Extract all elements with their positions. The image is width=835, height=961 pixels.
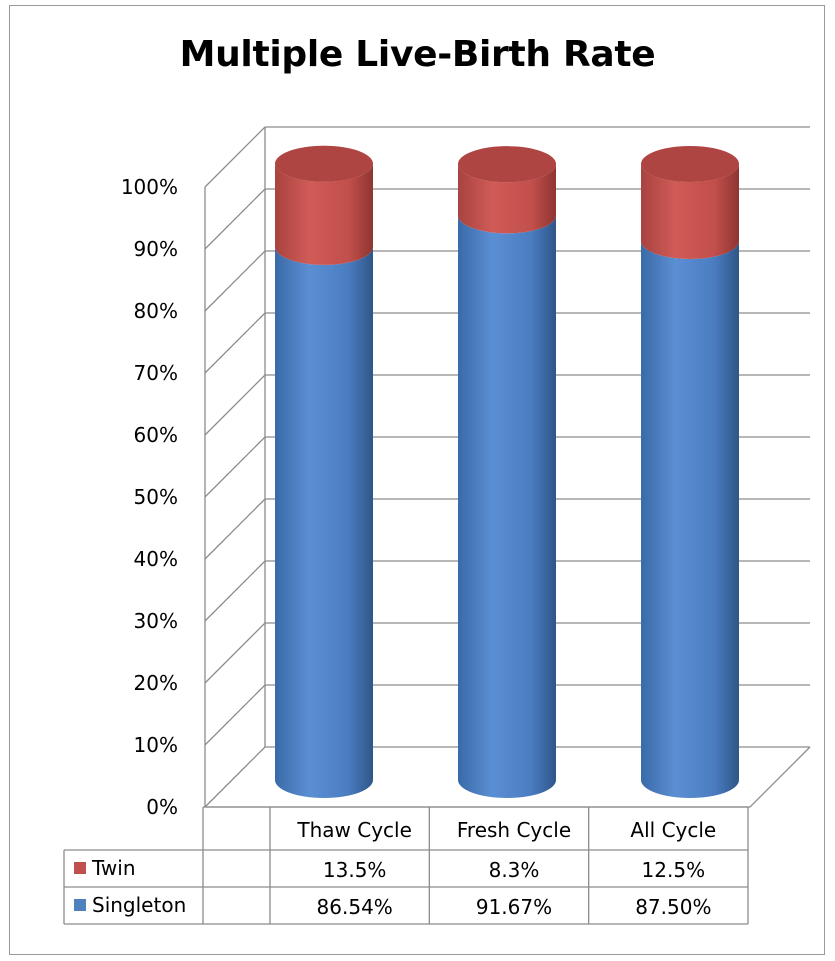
x-category-label: Thaw Cycle bbox=[296, 818, 412, 842]
singleton-bar bbox=[458, 215, 556, 798]
twin-bar-top-shade bbox=[458, 146, 556, 183]
twin-bar-top-shade bbox=[641, 146, 739, 182]
twin-bar bbox=[458, 164, 556, 234]
twin-bar-top bbox=[458, 146, 556, 183]
data-value-label: 13.5% bbox=[323, 858, 387, 882]
legend-label: Twin bbox=[91, 856, 136, 880]
data-value-label: 87.50% bbox=[635, 895, 711, 919]
side-gridline bbox=[204, 188, 266, 250]
side-gridline bbox=[204, 374, 266, 436]
x-category-label: Fresh Cycle bbox=[457, 818, 571, 842]
bars bbox=[275, 145, 739, 799]
y-axis: 0% 10% 20% 30% 40% 50% 60% 70% 80% 90% 100% bbox=[121, 175, 178, 819]
y-tick-label: 30% bbox=[134, 609, 178, 633]
legend-swatch bbox=[74, 899, 86, 911]
y-tick-label: 60% bbox=[134, 423, 178, 447]
side-gridline bbox=[204, 126, 266, 188]
twin-bar bbox=[641, 164, 739, 259]
side-gridline bbox=[204, 436, 266, 498]
legend-swatch bbox=[74, 862, 86, 874]
data-value-label: 8.3% bbox=[489, 858, 540, 882]
y-tick-label: 10% bbox=[134, 733, 178, 757]
y-tick-label: 70% bbox=[134, 361, 178, 385]
data-value-label: 91.67% bbox=[476, 895, 552, 919]
side-gridline bbox=[204, 312, 266, 374]
side-gridline bbox=[204, 498, 266, 560]
side-gridline bbox=[204, 250, 266, 312]
side-gridline bbox=[204, 560, 266, 622]
legend-label: Singleton bbox=[92, 893, 186, 917]
twin-bar-top bbox=[641, 146, 739, 182]
side-gridline bbox=[204, 622, 266, 684]
y-tick-label: 0% bbox=[146, 795, 178, 819]
singleton-bar bbox=[275, 246, 373, 799]
data-value-label: 86.54% bbox=[317, 895, 393, 919]
x-category-label: All Cycle bbox=[630, 818, 716, 842]
data-table: Thaw Cycle Fresh Cycle All Cycle Twin 13.5% 8… bbox=[63, 806, 749, 925]
data-value-label: 12.5% bbox=[642, 858, 706, 882]
y-tick-label: 90% bbox=[134, 237, 178, 261]
chart-title: Multiple Live-Birth Rate bbox=[179, 34, 656, 75]
y-tick-label: 40% bbox=[134, 547, 178, 571]
y-tick-label: 20% bbox=[134, 671, 178, 695]
twin-bar bbox=[275, 163, 373, 265]
singleton-bar bbox=[641, 241, 739, 798]
y-tick-label: 100% bbox=[121, 175, 178, 199]
y-tick-label: 80% bbox=[134, 299, 178, 323]
twin-bar-top bbox=[275, 145, 373, 182]
side-gridline bbox=[204, 746, 266, 808]
y-tick-label: 50% bbox=[134, 485, 178, 509]
twin-bar-top-shade bbox=[275, 145, 373, 182]
side-gridline bbox=[204, 684, 266, 746]
